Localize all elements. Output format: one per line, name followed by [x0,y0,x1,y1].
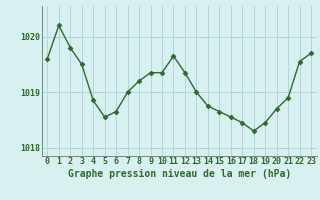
X-axis label: Graphe pression niveau de la mer (hPa): Graphe pression niveau de la mer (hPa) [68,169,291,179]
